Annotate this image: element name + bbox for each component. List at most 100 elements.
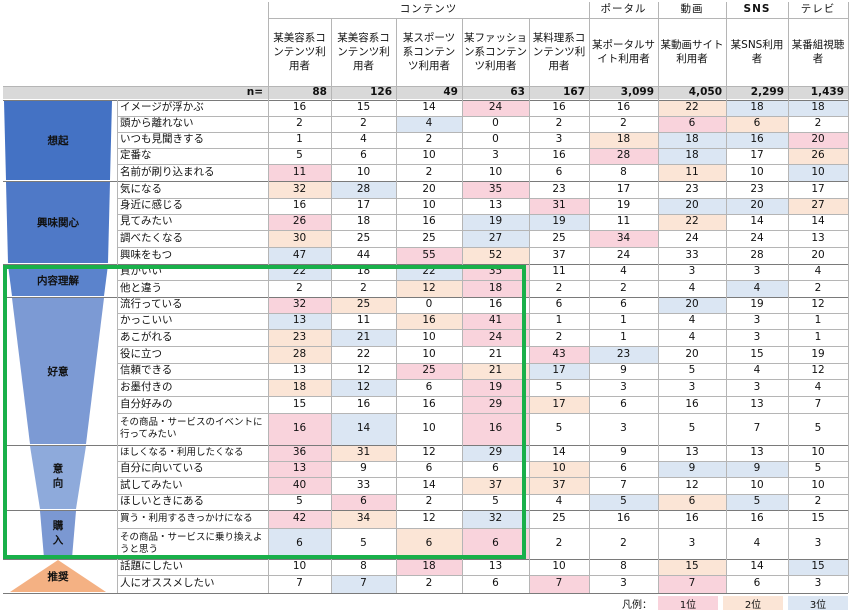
table-cell: 13 [292,364,307,377]
table-cell: 12 [422,446,436,459]
table-cell: 1 [555,314,563,327]
row-label: 自分に向いている [120,462,204,475]
table-cell: 3 [753,380,761,393]
table-cell: 35 [462,181,529,198]
table-cell: 6 [658,116,726,132]
table-cell: 1 [814,314,822,327]
grid-line [268,2,269,593]
table-cell: 10 [750,165,764,178]
row-label: 身近に感じる [120,199,183,212]
grid-line [117,313,848,314]
table-cell: 16 [462,413,529,445]
table-cell: 17 [356,199,371,212]
row-label: 質がいい [120,265,162,278]
table-cell: 5 [360,536,367,549]
table-cell: 7 [331,575,396,593]
table-cell: 2 [296,281,303,294]
table-cell: 32 [268,297,331,313]
table-cell: 6 [360,149,367,162]
table-cell: 15 [356,101,371,114]
grid-line [268,18,848,19]
table-cell: 10 [811,446,825,459]
table-cell: 20 [788,132,848,148]
table-cell: 8 [620,560,627,573]
table-cell: 40 [268,477,331,494]
table-cell: 27 [462,230,529,247]
table-cell: 24 [685,231,699,244]
grid-line [3,100,848,101]
n-value: 3,099 [620,85,654,98]
table-cell: 29 [462,445,529,461]
table-cell: 12 [331,379,396,396]
group-header: ポータル [600,3,647,16]
funnel-stage-shape [6,182,110,263]
table-cell: 13 [685,446,699,459]
table-cell: 7 [620,478,627,491]
table-cell: 18 [356,215,371,228]
table-cell: 18 [726,100,788,116]
legend-item: 3位 [788,596,848,611]
table-cell: 4 [688,330,696,343]
table-cell: 26 [268,214,331,230]
table-cell: 16 [268,413,331,445]
table-cell: 6 [555,298,563,311]
table-cell: 19 [529,214,589,230]
table-cell: 13 [750,446,764,459]
table-cell: 20 [811,248,825,261]
grid-line [788,2,789,593]
column-header: 某美容系コンテンツ利用者 [273,31,326,73]
table-cell: 19 [811,347,825,360]
table-cell: 16 [616,101,631,114]
row-label: あこがれる [120,330,173,343]
table-cell: 7 [296,577,303,590]
table-cell: 18 [396,559,462,575]
group-header: 動画 [680,3,704,16]
table-cell: 20 [726,198,788,214]
table-cell: 33 [685,248,699,261]
grid-line [726,2,727,593]
grid-line [3,559,848,560]
row-label: 役に立つ [120,347,162,360]
row-label: 話題にしたい [120,560,183,573]
table-cell: 6 [555,165,563,178]
table-cell: 16 [292,101,307,114]
row-label: 頭から離れない [120,117,194,130]
table-cell: 4 [620,265,627,278]
column-header: 某番組視聴者 [791,38,845,65]
table-cell: 13 [488,199,503,212]
funnel-stage-label: 内容理解 [37,275,79,287]
table-cell: 5 [589,494,658,510]
table-cell: 18 [356,265,371,278]
table-cell: 10 [422,422,436,435]
table-cell: 12 [811,298,825,311]
table-cell: 3 [688,536,696,549]
table-cell: 10 [788,164,848,181]
table-cell: 6 [268,528,331,559]
table-cell: 2 [425,165,433,178]
grid-line [3,181,848,182]
funnel-stage-label: 興味関心 [37,217,79,229]
n-value: 126 [370,85,392,98]
table-cell: 5 [296,149,303,162]
table-cell: 2 [555,536,563,549]
grid-line [117,477,848,478]
table-cell: 23 [685,182,699,195]
funnel-stage-label: 推奨 [47,570,69,583]
table-cell: 8 [360,560,367,573]
table-cell: 7 [753,422,761,435]
grid-line [117,214,848,215]
row-label: その商品・サービスのイベントに行ってみたい [120,417,263,440]
table-cell: 6 [726,116,788,132]
table-cell: 18 [462,280,529,297]
table-cell: 10 [750,478,764,491]
grid-line [658,2,659,593]
table-cell: 6 [753,577,761,590]
table-cell: 14 [750,215,764,228]
table-cell: 42 [268,510,331,528]
table-cell: 18 [268,379,331,396]
row-label: 買う・利用するきっかけになる [120,513,253,525]
n-value: 88 [312,85,327,98]
table-cell: 5 [555,422,563,435]
table-cell: 3 [688,265,696,278]
